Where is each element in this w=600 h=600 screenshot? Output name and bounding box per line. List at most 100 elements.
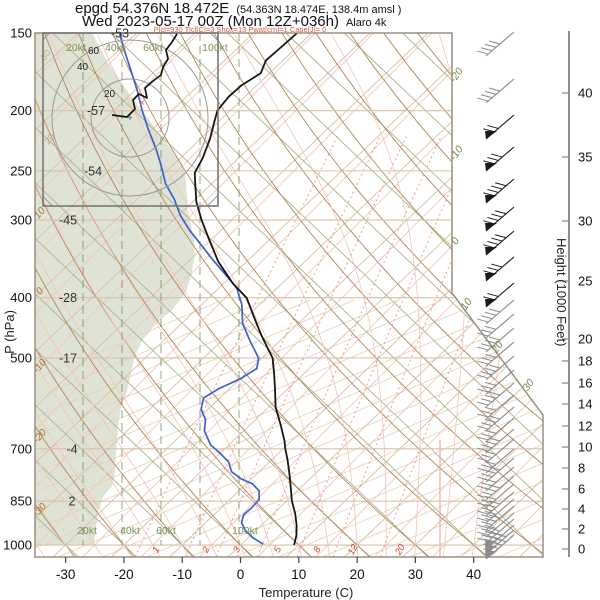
- height-tick-label: 4: [578, 502, 585, 517]
- run-datetime: Wed 2023-05-17 00Z (Mon 12Z+036h): [82, 13, 339, 30]
- wind-barb: [477, 394, 515, 420]
- speed-label-top: 40kt: [105, 42, 125, 54]
- temperature-tick-label: -20: [114, 567, 134, 582]
- chart-border: [34, 32, 544, 558]
- speed-label-top: 100kt: [202, 42, 228, 54]
- mixing-ratio-label: 5: [272, 544, 285, 554]
- wind-barb: [483, 256, 515, 282]
- wind-barb: [477, 341, 515, 367]
- level-temperature-label: -28: [59, 291, 77, 305]
- wind-barb: [483, 178, 515, 204]
- station-title: epgd 54.376N 18.472E: [75, 0, 230, 17]
- wind-barb: [477, 78, 515, 104]
- wind-barb: [483, 534, 515, 560]
- wind-barb: [477, 428, 515, 454]
- temperature-tick-label: 0: [237, 567, 245, 582]
- height-tick-label: 0: [578, 542, 585, 557]
- title-row-station: epgd 54.376N 18.472E (54.363N 18.474E, 13…: [75, 0, 401, 18]
- wind-barb: [483, 146, 515, 172]
- pressure-tick-label: 850: [10, 494, 32, 509]
- pressure-tick-label: 250: [10, 163, 32, 178]
- height-tick-label: 18: [578, 354, 592, 369]
- temperature-tick-label: 30: [408, 567, 423, 582]
- temperature-axis: -30 -20 -10 0 10 20 30 40: [56, 557, 481, 582]
- speed-labels-bottom: 20kt 40kt 60kt 100kt: [77, 525, 258, 537]
- level-temperature-label: -53: [111, 27, 129, 41]
- height-tick-label: 12: [578, 419, 592, 434]
- pressure-tick-label: 150: [10, 26, 32, 41]
- hodograph-ring-label: 20: [104, 89, 116, 100]
- height-tick-label: 25: [578, 274, 592, 289]
- height-tick-label: 16: [578, 376, 592, 391]
- pressure-tick-label: 300: [10, 213, 32, 228]
- mixing-ratio-labels: 1 2 3 5 8 12 20: [150, 542, 408, 558]
- wind-barb: [483, 206, 515, 232]
- speed-label-bottom: 20kt: [77, 525, 97, 537]
- isotherm-label: 30: [520, 377, 537, 394]
- wind-barb: [477, 438, 515, 464]
- wind-barb: [477, 406, 515, 432]
- level-temperature-label: -57: [87, 104, 105, 118]
- wind-barb: [477, 327, 515, 353]
- pressure-tick-label: 500: [10, 350, 32, 365]
- level-temperature-label: -17: [59, 351, 77, 365]
- height-tick-label: 40: [578, 86, 592, 101]
- temperature-tick-label: -30: [56, 567, 76, 582]
- mixing-ratio-label: 12: [346, 542, 361, 557]
- speed-label-top: 60kt: [143, 42, 163, 54]
- level-temperature-label: -45: [59, 214, 77, 228]
- mixing-ratio-label: 1: [150, 545, 162, 555]
- sounding-indices: Plcl=930 Tlcl[C]=3 Shox=13 Pwat[cm]=1 Ca…: [153, 25, 327, 34]
- wind-barb: [477, 505, 515, 531]
- wind-barb: [483, 230, 515, 256]
- wind-barb: [483, 529, 515, 555]
- wind-barb: [477, 498, 515, 524]
- model-name: Alaro 4k: [345, 17, 387, 29]
- dry-adiabat-label: 0: [34, 285, 46, 297]
- hodograph-x-marker: ×: [139, 98, 145, 109]
- mixing-ratio-lines: [134, 136, 543, 557]
- wind-barb: [477, 313, 515, 339]
- level-temperature-label: -4: [66, 442, 77, 456]
- temperature-tick-label: 20: [350, 567, 365, 582]
- speed-label-bottom: 40kt: [120, 525, 140, 537]
- station-detail: (54.363N 18.474E, 138.4m amsl ): [236, 4, 402, 16]
- temperature-tick-label: -10: [172, 567, 192, 582]
- speed-reference-lines: [82, 33, 240, 545]
- level-temperature-label: -54: [84, 164, 102, 178]
- speed-label-bottom: 100kt: [232, 525, 258, 537]
- pressure-tick-label: 1000: [3, 538, 32, 553]
- temperature-curve: [193, 33, 298, 546]
- speed-label-top: 20kt: [66, 42, 86, 54]
- pressure-axis-title: P (hPa): [2, 310, 17, 354]
- level-temperature-labels: -53 -57 -54 -45 -28 -17 -4 2: [59, 27, 129, 509]
- wind-barb: [483, 114, 515, 140]
- mixing-ratio-label: 8: [311, 544, 324, 554]
- level-temperature-label: 2: [69, 495, 76, 509]
- wind-barb: [477, 299, 515, 325]
- speed-label-bottom: 60kt: [156, 525, 176, 537]
- height-tick-label: 6: [578, 482, 585, 497]
- height-tick-label: 20: [578, 332, 592, 347]
- wind-barb: [477, 369, 515, 395]
- wind-barb: [483, 282, 515, 308]
- mixing-ratio-label: 3: [231, 544, 244, 554]
- mixing-ratio-label: 20: [393, 542, 408, 558]
- height-tick-label: 8: [578, 461, 585, 476]
- height-tick-label: 35: [578, 150, 592, 165]
- shaded-region: [35, 33, 195, 545]
- temperature-axis-title: Temperature (C): [259, 585, 354, 600]
- dewpoint-curve: [118, 33, 264, 545]
- wind-barb: [477, 491, 515, 517]
- temperature-tick-label: 10: [291, 567, 306, 582]
- height-tick-label: 14: [578, 397, 592, 412]
- isotherm-label: 0: [449, 235, 462, 247]
- hodograph-trace: [111, 33, 178, 118]
- hodograph-center-marker: +: [127, 113, 132, 123]
- wind-barb: [477, 518, 515, 544]
